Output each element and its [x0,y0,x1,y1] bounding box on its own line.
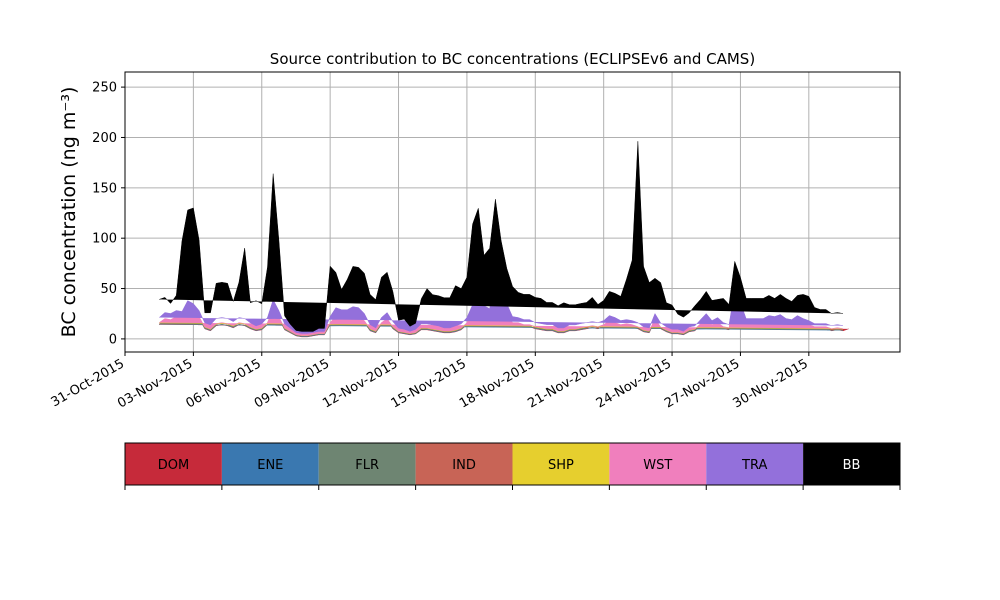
legend-swatch-flr [318,443,416,485]
legend-swatch-ene [221,443,319,485]
plot-frame [124,71,901,353]
y-tick-label: 100 [92,232,117,247]
legend-swatch-tra [706,443,804,485]
y-tick-label: 250 [92,81,117,96]
y-tick-label: 0 [109,332,117,347]
y-tick-label: 50 [100,282,117,297]
y-axis-ticks: 0 50 100 150 200 250 [92,81,125,347]
stacked-areas [159,141,849,338]
legend-label-ene: ENE [257,458,283,473]
y-tick-label: 150 [92,181,117,196]
chart-title: Source contribution to BC concentrations… [270,50,755,68]
legend-label-shp: SHP [548,458,574,473]
legend-label-tra: TRA [741,458,767,473]
legend-swatch-ind [415,443,513,485]
legend-swatch-wst [609,443,707,485]
legend-label-flr: FLR [355,458,379,473]
series-area-bb [159,141,844,332]
legend-label-wst: WST [643,458,672,473]
legend-swatch-dom [125,443,222,485]
legend-swatch-shp [512,443,610,485]
legend-label-dom: DOM [158,458,189,473]
legend-swatch-bb [803,443,900,485]
y-axis-label: BC concentration (ng m⁻³) [58,87,80,338]
legend-colorbar: DOM ENE FLR IND SHP WST TRA BB [124,442,901,490]
y-tick-label: 200 [92,131,117,146]
legend-label-bb: BB [843,458,861,473]
legend-label-ind: IND [452,458,476,473]
